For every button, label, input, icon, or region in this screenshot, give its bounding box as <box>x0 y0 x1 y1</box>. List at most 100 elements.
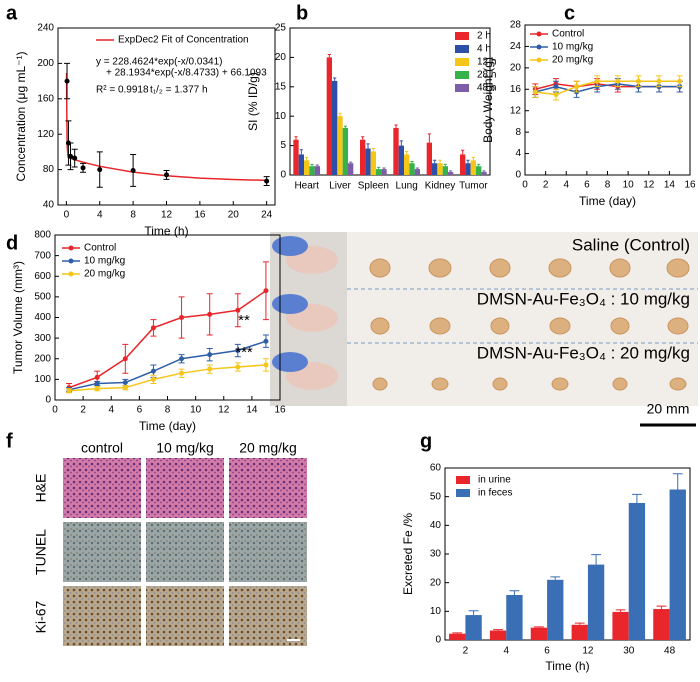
y-tick-label: 0 <box>435 635 441 646</box>
marker <box>94 374 100 380</box>
legend-swatch <box>456 489 470 497</box>
x-tick-label: Lung <box>396 181 418 192</box>
error-bar <box>438 159 442 164</box>
legend-swatch <box>455 58 469 66</box>
y-tick-label: 0 <box>515 170 521 181</box>
scale-bar-label: 20 mm <box>647 401 690 417</box>
bar <box>547 579 564 640</box>
legend-swatch <box>536 44 542 50</box>
y-tick-label: 50 <box>430 491 442 502</box>
tumor <box>370 317 390 335</box>
y-tick-label: 200 <box>34 353 51 364</box>
legend-swatch <box>68 245 74 251</box>
x-tick-label: 10 <box>190 405 202 416</box>
tumor <box>490 317 510 335</box>
marker <box>122 356 128 362</box>
row-label: DMSN-Au-Fe₃O₄ : 10 mg/kg <box>477 289 690 308</box>
error-bar <box>382 167 386 170</box>
error-bar <box>632 493 642 503</box>
bar <box>426 142 432 175</box>
legend-label: 10 mg/kg <box>552 42 593 53</box>
marker <box>553 92 559 98</box>
bar <box>481 172 487 175</box>
tumor <box>609 258 631 278</box>
y-tick-label: 40 <box>430 520 442 531</box>
y-tick-label: 15 <box>275 81 287 92</box>
x-tick-label: 16 <box>684 180 696 191</box>
histology-image <box>146 586 224 646</box>
x-tick-label: 12 <box>582 646 594 657</box>
marker <box>80 165 86 171</box>
histology-image <box>63 586 141 646</box>
annotation: ** <box>238 312 250 329</box>
x-tick-label: Heart <box>294 181 319 192</box>
x-tick-label: Spleen <box>358 181 389 192</box>
marker <box>263 362 269 368</box>
tumor <box>548 258 572 278</box>
bar <box>304 160 310 175</box>
y-tick-label: 80 <box>43 164 55 175</box>
x-tick-label: 8 <box>605 180 611 191</box>
error-bar <box>310 163 314 167</box>
tumor <box>431 377 449 391</box>
legend-swatch <box>455 45 469 53</box>
legend-swatch <box>455 71 469 79</box>
y-tick-label: 200 <box>37 58 54 69</box>
x-axis-label: Time (h) <box>545 659 589 673</box>
marker <box>94 381 100 386</box>
marker <box>574 84 580 90</box>
legend-label: 48 h <box>477 83 496 94</box>
series-line <box>69 364 266 392</box>
column-label: control <box>81 440 123 456</box>
x-tick-label: 12 <box>218 405 230 416</box>
tumor <box>549 317 571 335</box>
x-tick-label: 2 <box>80 405 86 416</box>
column-label: 20 mg/kg <box>239 440 297 456</box>
y-tick-label: 40 <box>43 200 55 211</box>
bar <box>332 80 338 175</box>
legend-label: 12 h <box>477 57 496 68</box>
error-bar <box>294 136 298 140</box>
error-bar <box>534 626 544 628</box>
panel-label: g <box>420 430 432 452</box>
error-bar <box>574 622 585 625</box>
x-tick-label: Kidney <box>425 181 456 192</box>
panel-label: a <box>6 2 18 24</box>
marker <box>235 364 241 370</box>
row-label: DMSN-Au-Fe₃O₄ : 20 mg/kg <box>477 343 690 362</box>
marker <box>66 388 72 394</box>
histology: f control 10 mg/kg 20 mg/kg H&E TUNEL Ki… <box>6 430 307 646</box>
error-bar <box>349 161 353 164</box>
plot-frame <box>289 27 491 176</box>
error-bar <box>333 77 337 81</box>
y-tick-label: 10 <box>275 111 287 122</box>
tumor <box>428 258 452 278</box>
x-tick-label: 8 <box>165 405 171 416</box>
bar <box>398 145 404 175</box>
tumor <box>551 377 569 391</box>
x-tick-label: 0 <box>522 180 528 191</box>
error-bar <box>550 576 561 580</box>
marker <box>97 167 103 173</box>
bar <box>628 502 646 640</box>
y-tick-label: 60 <box>430 463 442 474</box>
marker <box>150 325 156 331</box>
tumor-photo: e Saline (Control) DMSN-Au-Fe₃O₄ : 10 mg… <box>270 232 698 427</box>
tumor <box>369 258 391 278</box>
x-tick-label: 6 <box>544 646 550 657</box>
y-axis-label: Body Weight (g) <box>481 57 495 143</box>
error-bar <box>493 629 503 631</box>
bar <box>309 166 315 175</box>
bar <box>414 169 420 175</box>
tumor <box>667 317 689 335</box>
row-label: Ki-67 <box>33 600 49 633</box>
bar <box>476 166 482 175</box>
bar <box>314 166 320 175</box>
error-bar <box>461 149 465 155</box>
x-tick-label: 4 <box>503 646 509 657</box>
error-bar <box>377 166 381 170</box>
marker <box>635 78 641 84</box>
bar <box>470 160 476 175</box>
row-label: H&E <box>33 474 49 503</box>
x-tick-label: 20 <box>228 210 240 221</box>
